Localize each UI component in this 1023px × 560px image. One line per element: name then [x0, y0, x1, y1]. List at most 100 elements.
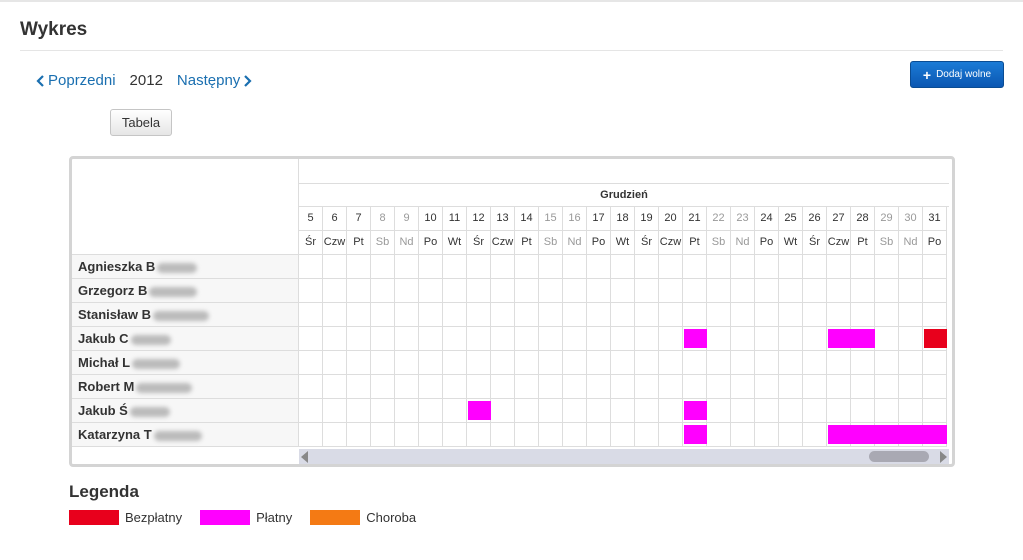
calendar-cell[interactable] [299, 279, 323, 303]
calendar-cell[interactable] [923, 303, 947, 327]
calendar-cell[interactable] [683, 351, 707, 375]
calendar-cell[interactable] [635, 351, 659, 375]
calendar-cell[interactable] [467, 351, 491, 375]
calendar-cell[interactable] [587, 303, 611, 327]
calendar-cell[interactable] [539, 327, 563, 351]
calendar-cell[interactable] [731, 327, 755, 351]
calendar-cell[interactable] [467, 255, 491, 279]
calendar-cell[interactable] [539, 423, 563, 447]
calendar-cell[interactable] [755, 279, 779, 303]
calendar-cell[interactable] [563, 351, 587, 375]
calendar-cell[interactable] [515, 399, 539, 423]
calendar-cell[interactable] [755, 255, 779, 279]
calendar-cell[interactable] [395, 303, 419, 327]
calendar-cell[interactable] [419, 279, 443, 303]
calendar-cell[interactable] [899, 351, 923, 375]
calendar-cell[interactable] [371, 279, 395, 303]
calendar-cell[interactable] [515, 327, 539, 351]
calendar-cell[interactable] [371, 327, 395, 351]
calendar-cell[interactable] [371, 303, 395, 327]
calendar-cell[interactable] [899, 399, 923, 423]
absence-bar-paid[interactable] [828, 329, 875, 348]
calendar-cell[interactable] [491, 255, 515, 279]
calendar-cell[interactable] [395, 399, 419, 423]
calendar-cell[interactable] [851, 255, 875, 279]
scroll-thumb[interactable] [869, 451, 929, 462]
calendar-cell[interactable] [755, 399, 779, 423]
calendar-cell[interactable] [419, 303, 443, 327]
calendar-cell[interactable] [659, 423, 683, 447]
calendar-cell[interactable] [731, 255, 755, 279]
calendar-cell[interactable] [467, 423, 491, 447]
calendar-cell[interactable] [395, 375, 419, 399]
calendar-cell[interactable] [875, 375, 899, 399]
calendar-cell[interactable] [299, 351, 323, 375]
calendar-cell[interactable] [683, 279, 707, 303]
calendar-cell[interactable] [779, 423, 803, 447]
calendar-cell[interactable] [803, 279, 827, 303]
calendar-cell[interactable] [323, 399, 347, 423]
calendar-cell[interactable] [539, 375, 563, 399]
calendar-cell[interactable] [827, 375, 851, 399]
horizontal-scrollbar[interactable] [299, 449, 949, 464]
calendar-cell[interactable] [635, 399, 659, 423]
calendar-cell[interactable] [851, 375, 875, 399]
calendar-cell[interactable] [587, 279, 611, 303]
calendar-cell[interactable] [299, 255, 323, 279]
absence-bar-paid[interactable] [684, 425, 707, 444]
calendar-cell[interactable] [491, 327, 515, 351]
calendar-cell[interactable] [731, 279, 755, 303]
calendar-cell[interactable] [611, 327, 635, 351]
calendar-cell[interactable] [443, 423, 467, 447]
calendar-cell[interactable] [827, 351, 851, 375]
calendar-cell[interactable] [299, 399, 323, 423]
calendar-cell[interactable] [635, 375, 659, 399]
calendar-cell[interactable] [587, 351, 611, 375]
calendar-cell[interactable] [539, 399, 563, 423]
calendar-cell[interactable] [515, 351, 539, 375]
calendar-cell[interactable] [563, 327, 587, 351]
calendar-cell[interactable] [587, 399, 611, 423]
calendar-cell[interactable] [443, 399, 467, 423]
calendar-cell[interactable] [755, 303, 779, 327]
calendar-cell[interactable] [611, 303, 635, 327]
absence-bar-paid[interactable] [468, 401, 491, 420]
calendar-cell[interactable] [563, 399, 587, 423]
calendar-cell[interactable] [803, 423, 827, 447]
calendar-cell[interactable] [467, 327, 491, 351]
calendar-cell[interactable] [803, 303, 827, 327]
calendar-cell[interactable] [707, 255, 731, 279]
calendar-cell[interactable] [347, 399, 371, 423]
previous-link[interactable]: Poprzedni [34, 72, 116, 89]
calendar-cell[interactable] [923, 399, 947, 423]
calendar-cell[interactable] [755, 327, 779, 351]
calendar-cell[interactable] [419, 327, 443, 351]
calendar-cell[interactable] [899, 279, 923, 303]
calendar-cell[interactable] [707, 351, 731, 375]
calendar-cell[interactable] [851, 303, 875, 327]
calendar-cell[interactable] [803, 327, 827, 351]
calendar-cell[interactable] [347, 303, 371, 327]
calendar-cell[interactable] [731, 375, 755, 399]
calendar-cell[interactable] [371, 255, 395, 279]
calendar-cell[interactable] [755, 375, 779, 399]
calendar-cell[interactable] [587, 327, 611, 351]
calendar-cell[interactable] [707, 423, 731, 447]
calendar-cell[interactable] [851, 399, 875, 423]
calendar-cell[interactable] [371, 399, 395, 423]
calendar-cell[interactable] [875, 303, 899, 327]
calendar-cell[interactable] [323, 375, 347, 399]
calendar-cell[interactable] [875, 327, 899, 351]
calendar-cell[interactable] [827, 255, 851, 279]
calendar-cell[interactable] [299, 303, 323, 327]
calendar-cell[interactable] [347, 279, 371, 303]
calendar-cell[interactable] [755, 423, 779, 447]
absence-bar-paid[interactable] [684, 401, 707, 420]
calendar-cell[interactable] [491, 303, 515, 327]
calendar-cell[interactable] [515, 423, 539, 447]
calendar-cell[interactable] [323, 327, 347, 351]
calendar-cell[interactable] [443, 279, 467, 303]
absence-bar-paid[interactable] [684, 329, 707, 348]
calendar-cell[interactable] [875, 351, 899, 375]
calendar-cell[interactable] [395, 423, 419, 447]
